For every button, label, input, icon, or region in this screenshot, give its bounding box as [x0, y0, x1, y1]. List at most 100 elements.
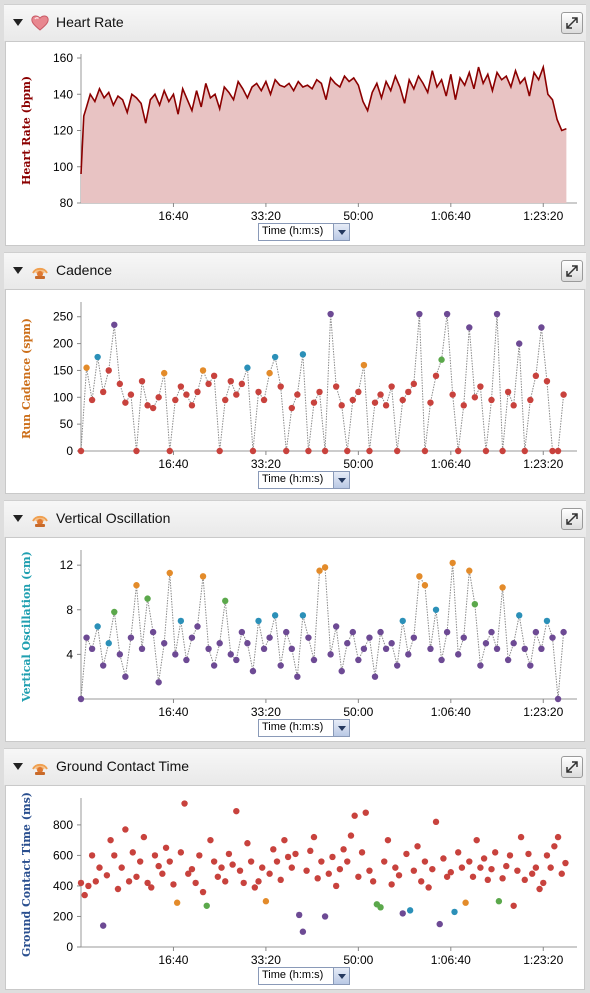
data-point — [205, 645, 212, 653]
data-point — [371, 673, 379, 680]
data-point — [510, 402, 517, 409]
data-point — [549, 634, 556, 641]
y-tick-label: 8 — [66, 603, 73, 617]
data-point — [94, 353, 101, 361]
data-point — [488, 628, 495, 636]
x-tick-label: 1:06:40 — [431, 209, 471, 223]
series-connector-line — [80, 562, 565, 700]
data-point — [111, 608, 118, 616]
data-point — [133, 582, 140, 589]
data-point — [283, 447, 290, 455]
x-tick-label: 33:20 — [251, 953, 281, 967]
data-point — [266, 870, 273, 877]
data-point — [377, 628, 384, 636]
y-tick-label: 600 — [53, 848, 73, 862]
data-point — [562, 859, 569, 867]
data-point — [249, 667, 257, 675]
data-point — [227, 377, 234, 385]
data-point — [144, 595, 151, 602]
data-point — [222, 878, 229, 885]
data-point — [255, 617, 262, 625]
data-point — [484, 876, 491, 884]
data-point — [440, 855, 447, 862]
data-point — [443, 628, 451, 636]
data-point — [173, 899, 181, 906]
data-point — [92, 878, 99, 885]
data-point — [303, 867, 310, 874]
vertical-oscillation-chart: 4 8 12 16:40 33:20 50:00 1:06:40 1:23:20 Vertica… — [20, 550, 577, 719]
data-point — [543, 377, 551, 385]
data-point — [151, 852, 159, 859]
data-point — [210, 372, 218, 380]
data-point — [349, 396, 357, 404]
data-point — [316, 567, 323, 574]
time-unit-select[interactable]: Time (h:m:s) — [258, 967, 350, 985]
data-point — [336, 865, 344, 873]
data-point — [344, 858, 351, 865]
data-point — [299, 612, 307, 619]
expand-button[interactable] — [561, 756, 583, 778]
data-point — [292, 850, 299, 858]
y-tick-label: 160 — [53, 51, 73, 65]
data-point — [421, 858, 429, 865]
data-point — [170, 881, 177, 888]
data-point — [410, 634, 418, 641]
expand-button[interactable] — [561, 12, 583, 34]
data-point — [366, 447, 373, 455]
data-point — [283, 628, 290, 636]
data-point — [305, 634, 312, 641]
data-point — [161, 369, 168, 377]
panel-title: Vertical Oscillation — [56, 510, 171, 526]
data-point — [421, 447, 429, 455]
collapse-triangle-icon[interactable] — [13, 515, 23, 522]
data-point — [429, 865, 436, 873]
data-point — [183, 656, 190, 664]
data-point — [271, 353, 279, 361]
y-tick-label: 100 — [53, 160, 73, 174]
data-point — [133, 447, 140, 455]
data-point — [532, 864, 540, 871]
data-point — [338, 402, 345, 409]
collapse-triangle-icon[interactable] — [13, 267, 23, 274]
data-point — [538, 324, 545, 331]
collapse-triangle-icon[interactable] — [13, 19, 23, 26]
data-point — [181, 800, 188, 807]
x-tick-label: 1:23:20 — [523, 457, 563, 471]
data-point — [244, 640, 251, 647]
data-point — [149, 628, 157, 636]
data-point — [499, 447, 506, 455]
x-tick-label: 1:06:40 — [431, 953, 471, 967]
time-unit-select[interactable]: Time (h:m:s) — [258, 471, 350, 489]
data-point — [277, 662, 284, 669]
data-point — [466, 567, 473, 574]
data-point — [238, 380, 246, 388]
data-point — [273, 858, 281, 865]
data-point — [129, 849, 136, 856]
data-point — [284, 853, 292, 861]
y-axis-label: Ground Contact Time (ms) — [20, 792, 33, 957]
data-point — [432, 818, 440, 826]
data-point — [203, 902, 210, 909]
time-unit-select[interactable]: Time (h:m:s) — [258, 719, 350, 737]
data-point — [271, 612, 279, 619]
data-point — [443, 873, 451, 880]
data-point — [136, 858, 144, 865]
data-point — [88, 396, 96, 404]
collapse-triangle-icon[interactable] — [13, 763, 23, 770]
data-point — [536, 885, 543, 893]
data-point — [521, 645, 528, 653]
data-point — [525, 850, 532, 858]
expand-button[interactable] — [561, 260, 583, 282]
time-unit-select[interactable]: Time (h:m:s) — [258, 223, 350, 241]
data-point — [332, 383, 340, 390]
data-point — [222, 597, 229, 605]
data-point — [436, 920, 443, 928]
data-point — [325, 870, 332, 877]
y-tick-label: 250 — [53, 310, 73, 324]
expand-button[interactable] — [561, 508, 583, 530]
data-point — [240, 879, 247, 887]
data-point — [516, 340, 523, 347]
data-point — [462, 899, 469, 906]
heart-rate-chart: 80 100 120 140 160 16:40 33:20 50:00 1:06:40 1:23… — [20, 51, 577, 223]
y-tick-label: 0 — [66, 444, 73, 458]
